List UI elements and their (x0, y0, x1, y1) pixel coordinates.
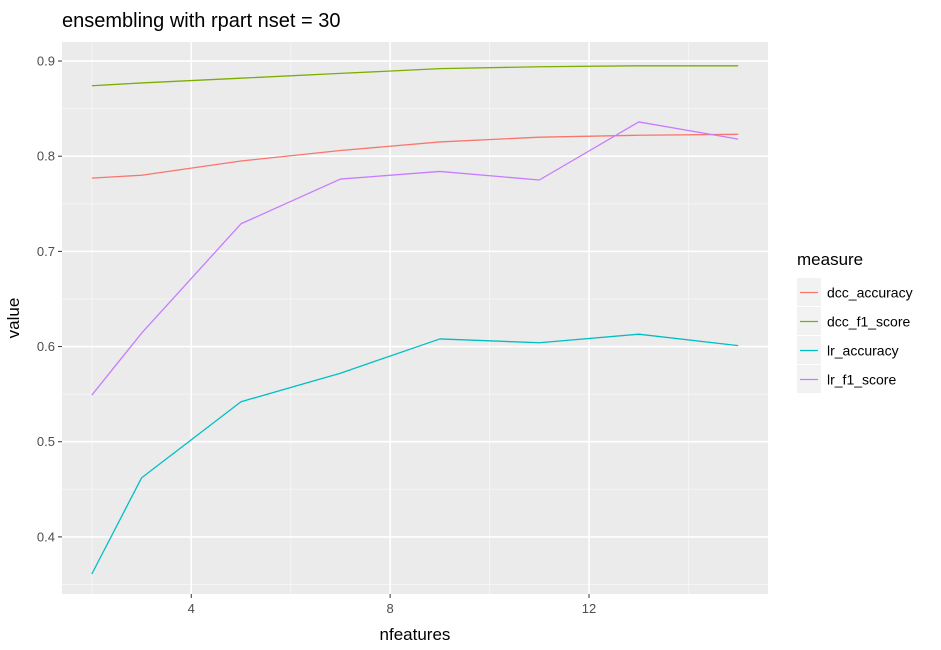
y-tick-label: 0.7 (37, 244, 55, 259)
legend-items: dcc_accuracy dcc_f1_score lr_accuracy lr_f1… (797, 278, 913, 393)
x-tick-label: 4 (188, 601, 195, 616)
x-tick-label: 8 (387, 601, 394, 616)
plot-panel (62, 42, 768, 594)
legend-label-dcc-accuracy: dcc_accuracy (827, 285, 913, 301)
legend-label-dcc-f1-score: dcc_f1_score (827, 314, 910, 330)
series-line-lr-accuracy (91, 333, 739, 575)
legend-label-lr-f1-score: lr_f1_score (827, 372, 896, 388)
minor-gridlines (62, 42, 768, 594)
y-tick-label: 0.9 (37, 54, 55, 69)
y-axis-title: value (4, 298, 23, 339)
series-line-dcc-f1-score (91, 65, 739, 87)
legend-label-lr-accuracy: lr_accuracy (827, 343, 899, 359)
chart-title: ensembling with rpart nset = 30 (62, 10, 341, 32)
x-tick-label: 12 (582, 601, 596, 616)
y-tick-label: 0.6 (37, 339, 55, 354)
legend: measure dcc_accuracy dcc_f1_score lr_accur… (797, 250, 913, 393)
series-line-lr-f1-score (91, 121, 739, 396)
series-line-dcc-accuracy (91, 133, 739, 179)
x-axis-title: nfeatures (380, 625, 451, 644)
x-axis: 4 8 12 (188, 594, 596, 616)
legend-title: measure (797, 250, 863, 269)
y-tick-label: 0.5 (37, 434, 55, 449)
y-axis: 0.4 0.5 0.6 0.7 0.8 0.9 (37, 54, 62, 544)
series-lines (91, 65, 739, 575)
major-gridlines (62, 42, 768, 594)
y-tick-label: 0.8 (37, 149, 55, 164)
y-tick-label: 0.4 (37, 529, 55, 544)
